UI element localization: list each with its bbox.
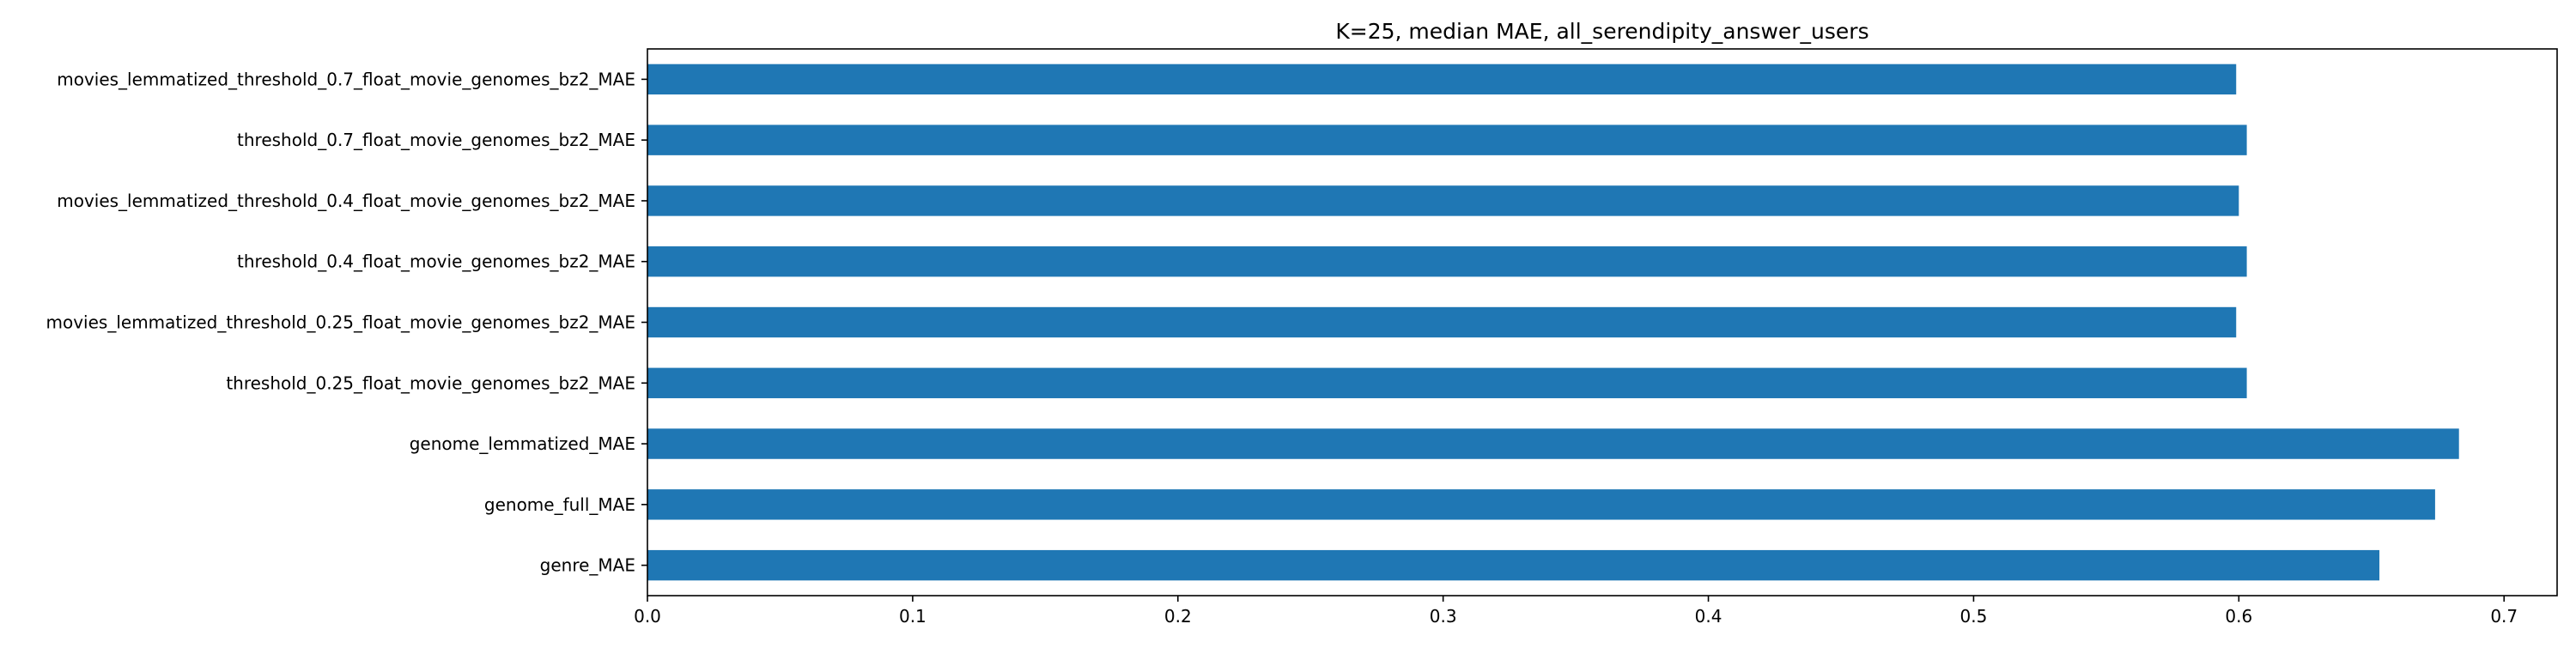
chart-title: K=25, median MAE, all_serendipity_answer…	[1335, 19, 1868, 44]
x-axis-ticks: 0.0 0.1 0.2 0.3 0.4 0.5 0.6 0.7	[634, 596, 2518, 627]
y-tick-label: movies_lemmatized_threshold_0.25_float_m…	[46, 312, 636, 333]
y-tick-label: threshold_0.7_float_movie_genomes_bz2_MA…	[237, 130, 635, 150]
x-tick-label: 0.3	[1430, 606, 1457, 627]
bar	[647, 64, 2237, 95]
y-tick-label: threshold_0.25_float_movie_genomes_bz2_M…	[226, 372, 635, 393]
bar	[647, 428, 2459, 459]
y-tick-label: genome_lemmatized_MAE	[410, 433, 635, 454]
x-tick-label: 0.0	[634, 606, 661, 627]
y-tick-label: genre_MAE	[540, 555, 635, 576]
x-tick-label: 0.1	[899, 606, 927, 627]
x-tick-label: 0.5	[1960, 606, 1988, 627]
y-tick-label: threshold_0.4_float_movie_genomes_bz2_MA…	[237, 251, 635, 272]
y-tick-label: movies_lemmatized_threshold_0.4_float_mo…	[57, 191, 635, 211]
bar	[647, 549, 2380, 581]
x-tick-label: 0.4	[1695, 606, 1722, 627]
x-tick-label: 0.2	[1164, 606, 1192, 627]
bar	[647, 246, 2247, 277]
plot-frame	[647, 48, 2558, 597]
bar	[647, 489, 2435, 520]
bar	[647, 185, 2239, 216]
y-axis-ticks: movies_lemmatized_threshold_0.7_float_mo…	[46, 69, 647, 576]
bar	[647, 306, 2237, 338]
bars-layer	[647, 64, 2459, 581]
y-tick-label: movies_lemmatized_threshold_0.7_float_mo…	[57, 69, 635, 89]
x-tick-label: 0.6	[2225, 606, 2252, 627]
bar	[647, 124, 2247, 155]
bar	[647, 367, 2247, 398]
y-tick-label: genome_full_MAE	[484, 494, 635, 515]
x-tick-label: 0.7	[2490, 606, 2518, 627]
